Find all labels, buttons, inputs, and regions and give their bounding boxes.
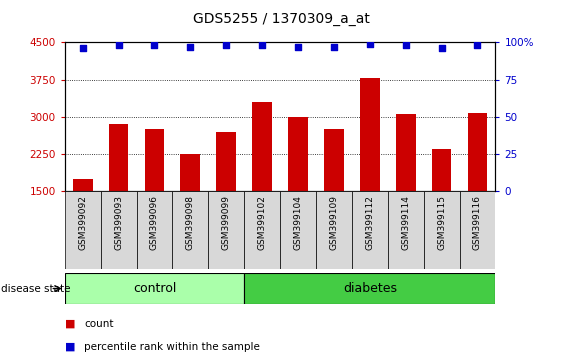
- FancyBboxPatch shape: [316, 191, 352, 269]
- Point: [78, 46, 87, 51]
- Point: [150, 42, 159, 48]
- Point: [365, 41, 374, 47]
- Text: GSM399104: GSM399104: [293, 195, 302, 250]
- Bar: [432, 149, 452, 191]
- Bar: [468, 113, 488, 191]
- Text: percentile rank within the sample: percentile rank within the sample: [84, 342, 260, 352]
- Bar: [288, 117, 308, 191]
- FancyBboxPatch shape: [137, 191, 172, 269]
- Text: GSM399102: GSM399102: [258, 195, 267, 250]
- Text: GSM399115: GSM399115: [437, 195, 446, 250]
- FancyBboxPatch shape: [459, 191, 495, 269]
- Bar: [216, 132, 236, 191]
- Bar: [360, 78, 379, 191]
- FancyBboxPatch shape: [352, 191, 388, 269]
- FancyBboxPatch shape: [388, 191, 424, 269]
- Bar: [396, 114, 415, 191]
- Text: GSM399096: GSM399096: [150, 195, 159, 250]
- FancyBboxPatch shape: [172, 191, 208, 269]
- Text: ■: ■: [65, 319, 75, 329]
- Text: ■: ■: [65, 342, 75, 352]
- Text: GSM399098: GSM399098: [186, 195, 195, 250]
- Point: [437, 46, 446, 51]
- FancyBboxPatch shape: [65, 191, 101, 269]
- Bar: [181, 154, 200, 191]
- Point: [114, 42, 123, 48]
- Text: control: control: [133, 282, 176, 295]
- FancyBboxPatch shape: [208, 191, 244, 269]
- Text: GSM399109: GSM399109: [329, 195, 338, 250]
- Text: GSM399112: GSM399112: [365, 195, 374, 250]
- FancyBboxPatch shape: [424, 191, 459, 269]
- FancyBboxPatch shape: [244, 273, 495, 304]
- Bar: [252, 102, 272, 191]
- Text: count: count: [84, 319, 114, 329]
- Text: diabetes: diabetes: [343, 282, 397, 295]
- Text: GSM399116: GSM399116: [473, 195, 482, 250]
- Text: disease state: disease state: [1, 284, 70, 293]
- Bar: [73, 179, 92, 191]
- Text: GSM399093: GSM399093: [114, 195, 123, 250]
- Point: [186, 44, 195, 50]
- Point: [258, 42, 267, 48]
- Text: GSM399092: GSM399092: [78, 195, 87, 250]
- Point: [222, 42, 231, 48]
- Point: [293, 44, 302, 50]
- Point: [329, 44, 338, 50]
- Text: GSM399099: GSM399099: [222, 195, 231, 250]
- FancyBboxPatch shape: [65, 273, 244, 304]
- Bar: [109, 124, 128, 191]
- FancyBboxPatch shape: [280, 191, 316, 269]
- Bar: [145, 129, 164, 191]
- Text: GSM399114: GSM399114: [401, 195, 410, 250]
- Point: [473, 42, 482, 48]
- FancyBboxPatch shape: [101, 191, 137, 269]
- Bar: [324, 129, 344, 191]
- Text: GDS5255 / 1370309_a_at: GDS5255 / 1370309_a_at: [193, 12, 370, 27]
- FancyBboxPatch shape: [244, 191, 280, 269]
- Point: [401, 42, 410, 48]
